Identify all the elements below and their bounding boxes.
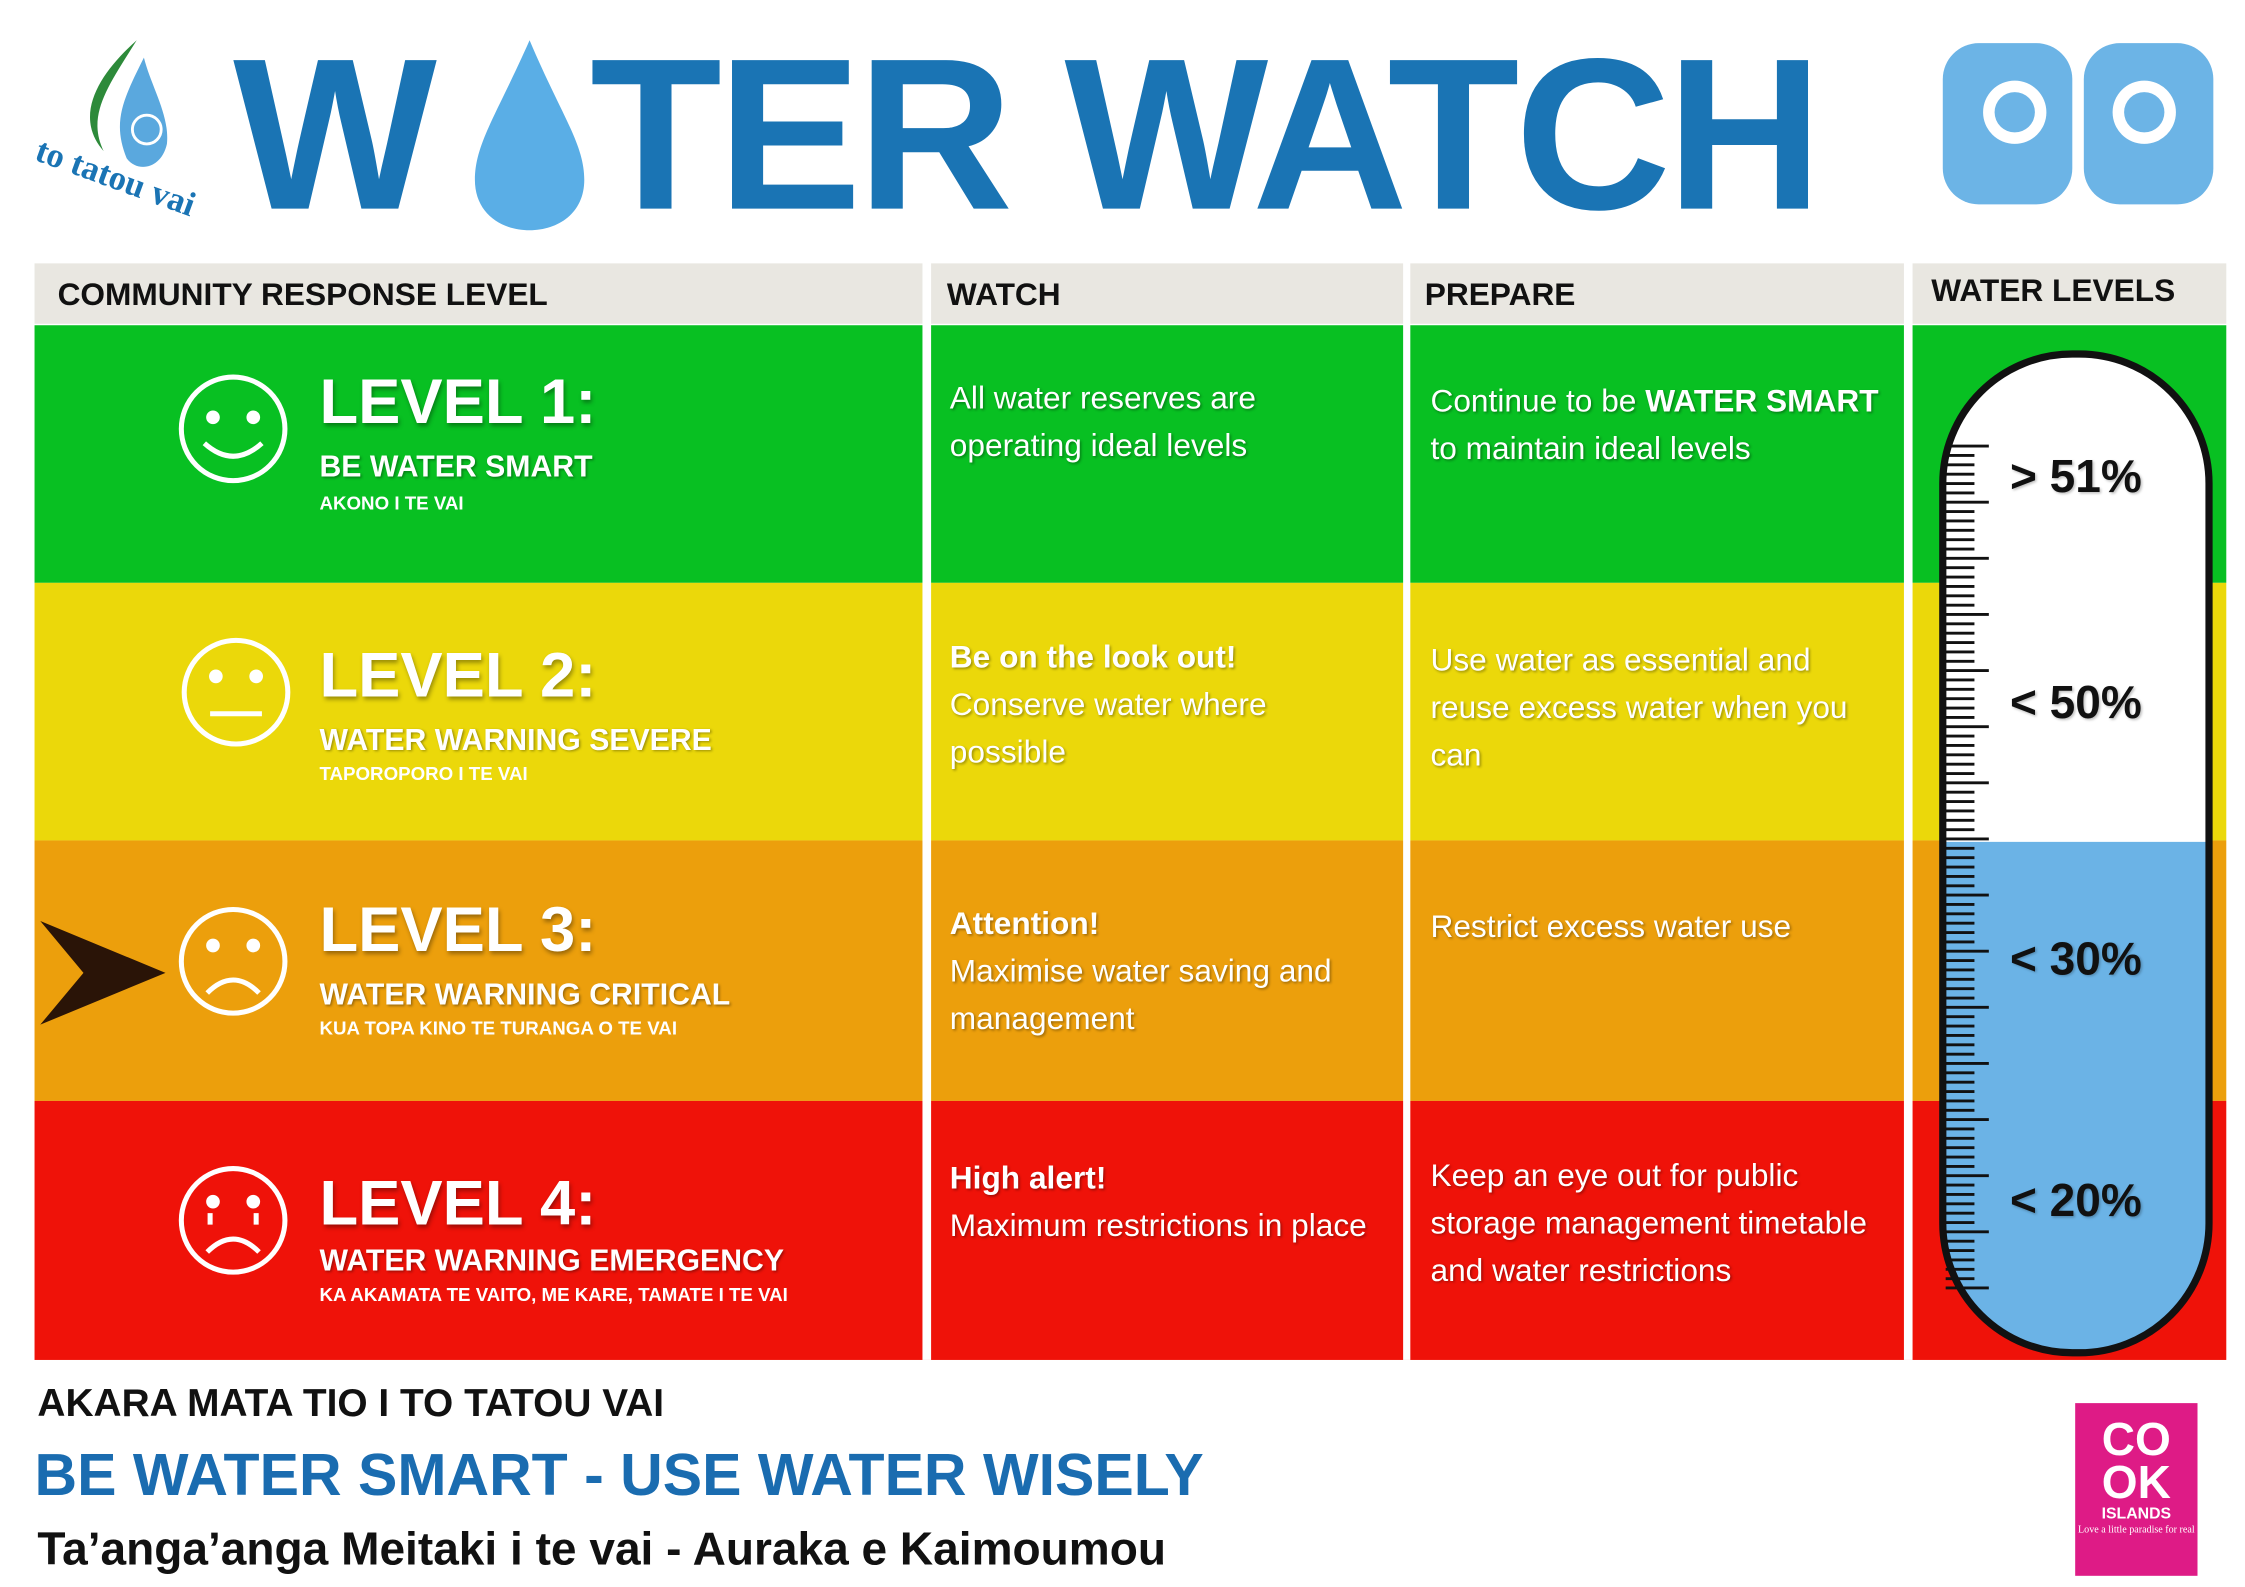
badge-tagline: Love a little paradise for real (2078, 1524, 2195, 1536)
water-level-label: < 50% (2009, 676, 2142, 729)
title-left: W (233, 12, 437, 255)
binoculars (1942, 43, 2214, 205)
level-name: WATER WARNING SEVERE (319, 723, 712, 757)
water-level-label: > 51% (2009, 450, 2142, 503)
logo-leaf (90, 40, 137, 152)
badge: CO OK ISLANDS Love a little paradise for… (2075, 1413, 2197, 1537)
water-level-label: < 20% (2009, 1174, 2142, 1227)
prepare-text: Keep an eye out for public storage manag… (1430, 1151, 1891, 1293)
watch-line: Conserve water where possible (949, 686, 1267, 770)
watch-line: Maximise water saving and management (949, 952, 1332, 1037)
prepare-segment: Continue to be (1430, 382, 1646, 419)
badge-text: OK (2101, 1456, 2171, 1509)
prepare-segment: WATER SMART (1645, 382, 1879, 419)
prepare-segment: Use water as essential and reuse excess … (1430, 641, 1848, 773)
watch-line: Attention! (949, 905, 1100, 942)
prepare-text: Use water as essential and reuse excess … (1430, 636, 1891, 778)
watch-line: Be on the look out! (949, 638, 1237, 675)
level-subname: KA AKAMATA TE VAITO, ME KARE, TAMATE I T… (319, 1283, 788, 1306)
watch-line: High alert! (949, 1159, 1107, 1196)
level-subname: KUA TOPA KINO TE TURANGA O TE VAI (319, 1017, 678, 1040)
watch-text: All water reserves are operating ideal l… (950, 374, 1382, 469)
watch-text: High alert! Maximum restrictions in place (950, 1154, 1382, 1249)
prepare-text: Continue to be WATER SMART to maintain i… (1430, 377, 1891, 472)
column-header: PREPARE (1410, 263, 1904, 324)
current-level-arrow (40, 921, 166, 1025)
watch-text: Attention! Maximise water saving and mana… (950, 899, 1382, 1041)
faces (178, 374, 291, 1275)
level-subname: AKONO I TE VAI (319, 492, 464, 514)
level-title: LEVEL 1: (319, 366, 597, 438)
footer-line: Ta’anga’anga Meitaki i te vai - Auraka e… (37, 1522, 1166, 1575)
footer-line: AKARA MATA TIO I TO TATOU VAI (37, 1381, 665, 1425)
badge-bg (2075, 1403, 2198, 1576)
level-title: LEVEL 2: (319, 640, 597, 711)
prepare-segment: Keep an eye out for public storage manag… (1430, 1157, 1867, 1288)
level-title: LEVEL 3: (319, 895, 597, 966)
row-backgrounds (34, 263, 2227, 1360)
logo-drop (119, 57, 168, 167)
watch-line: Maximum restrictions in place (949, 1207, 1367, 1244)
footer-slogan: BE WATER SMART - USE WATER WISELY (34, 1441, 1204, 1509)
prepare-segment: Restrict excess water use (1430, 908, 1792, 945)
badge-text: CO (2101, 1413, 2171, 1466)
title-right: TER WATCH (590, 12, 1823, 255)
column-header: WATCH (931, 263, 1404, 324)
prepare-segment: to maintain ideal levels (1430, 430, 1751, 467)
prepare-text: Restrict excess water use (1430, 902, 1891, 949)
thermometer (1939, 350, 2213, 1357)
watch-text: Be on the look out! Conserve water where … (950, 633, 1382, 775)
level-name: BE WATER SMART (319, 450, 593, 484)
watch-line: All water reserves are operating ideal l… (949, 379, 1256, 464)
level-title: LEVEL 4: (319, 1168, 597, 1240)
title-drop (474, 40, 585, 231)
column-header: WATER LEVELS (1912, 263, 2227, 324)
logo-ring (130, 113, 163, 146)
column-header: COMMUNITY RESPONSE LEVEL (34, 263, 923, 324)
badge-name: ISLANDS (2101, 1505, 2172, 1523)
level-name: WATER WARNING EMERGENCY (319, 1244, 785, 1278)
water-level-label: < 30% (2009, 932, 2142, 985)
level-name: WATER WARNING CRITICAL (319, 978, 731, 1012)
level-subname: TAPOROPORO I TE VAI (319, 762, 528, 785)
